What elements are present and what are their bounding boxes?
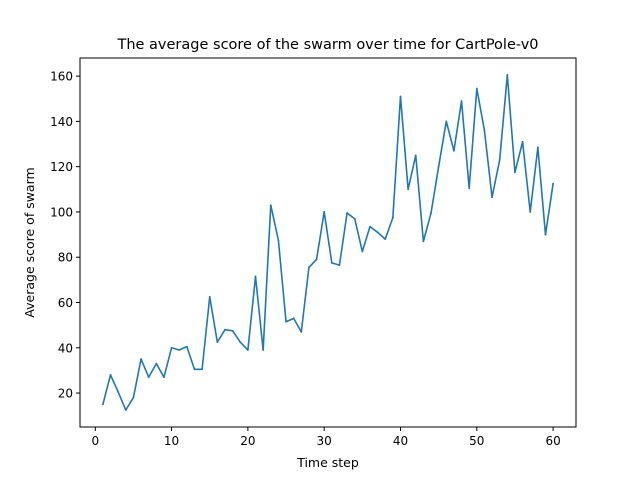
data-point [330, 261, 333, 264]
data-point [422, 240, 425, 243]
data-point [208, 295, 211, 298]
data-point [101, 403, 104, 406]
x-tick-label: 0 [91, 434, 99, 448]
data-point [300, 331, 303, 333]
data-point [338, 264, 341, 267]
data-point [170, 346, 173, 349]
data-point [414, 154, 417, 157]
data-point [346, 212, 348, 214]
data-point [552, 182, 555, 185]
x-tick-label: 60 [545, 434, 560, 448]
data-point [140, 358, 142, 360]
data-point [453, 149, 455, 152]
data-point [361, 250, 364, 253]
data-marks [101, 74, 555, 411]
data-point [369, 225, 371, 228]
data-point [353, 217, 356, 220]
y-tick-label: 40 [58, 341, 73, 355]
data-point [124, 409, 127, 411]
data-point [132, 396, 135, 399]
data-point [529, 211, 532, 213]
y-axis-label: Average score of swarm [22, 167, 37, 317]
data-point [544, 233, 547, 236]
data-point [178, 349, 181, 351]
data-point [246, 349, 249, 351]
data-point [239, 341, 242, 344]
x-tick-label: 40 [393, 434, 408, 448]
data-point [147, 376, 150, 379]
x-tick-label: 10 [164, 434, 179, 448]
series-line [102, 74, 554, 411]
data-point [536, 146, 539, 149]
data-point [430, 212, 432, 214]
x-tick-label: 30 [317, 434, 332, 448]
data-point [384, 238, 387, 241]
y-tick-label: 100 [50, 205, 73, 219]
data-point [506, 74, 509, 76]
data-point [285, 320, 287, 323]
y-tick-label: 120 [50, 160, 73, 174]
data-point [155, 362, 158, 365]
data-point [193, 368, 196, 371]
data-point [308, 266, 310, 269]
x-tick-label: 50 [469, 434, 484, 448]
data-point [262, 349, 265, 351]
y-tick-label: 160 [50, 70, 73, 84]
data-point [460, 100, 463, 102]
data-point [498, 158, 501, 161]
data-point [399, 95, 402, 98]
y-axis: 20 40 60 80 100 120 140 160 [50, 70, 80, 401]
data-point [407, 188, 410, 191]
data-point [315, 258, 318, 261]
data-point [224, 328, 226, 331]
data-point [277, 239, 280, 242]
chart-title: The average score of the swarm over time… [116, 37, 538, 53]
data-point [475, 87, 478, 90]
y-tick-label: 140 [50, 115, 73, 129]
data-point [437, 165, 440, 168]
data-point [185, 345, 188, 348]
data-point [468, 187, 471, 190]
x-tick-label: 20 [240, 434, 255, 448]
data-point [391, 216, 394, 219]
data-point [521, 140, 524, 143]
data-point [292, 317, 295, 320]
y-tick-label: 20 [58, 387, 73, 401]
plot-frame [79, 57, 577, 428]
data-point [231, 329, 234, 332]
data-point [491, 196, 493, 199]
data-point [483, 129, 486, 132]
data-point [109, 374, 112, 376]
data-point [201, 368, 203, 371]
data-point [445, 120, 448, 123]
data-point [216, 341, 219, 344]
plot-area [79, 57, 577, 428]
data-point [254, 275, 257, 278]
data-point [323, 211, 326, 213]
y-tick-label: 80 [58, 251, 73, 265]
x-axis: 0 10 20 30 40 50 60 [91, 427, 561, 448]
data-point [376, 231, 379, 234]
data-point [163, 376, 165, 379]
data-point [514, 171, 516, 174]
data-point [117, 391, 120, 393]
y-tick-label: 60 [58, 296, 73, 310]
data-point [269, 204, 272, 207]
x-axis-label: Time step [296, 455, 359, 470]
